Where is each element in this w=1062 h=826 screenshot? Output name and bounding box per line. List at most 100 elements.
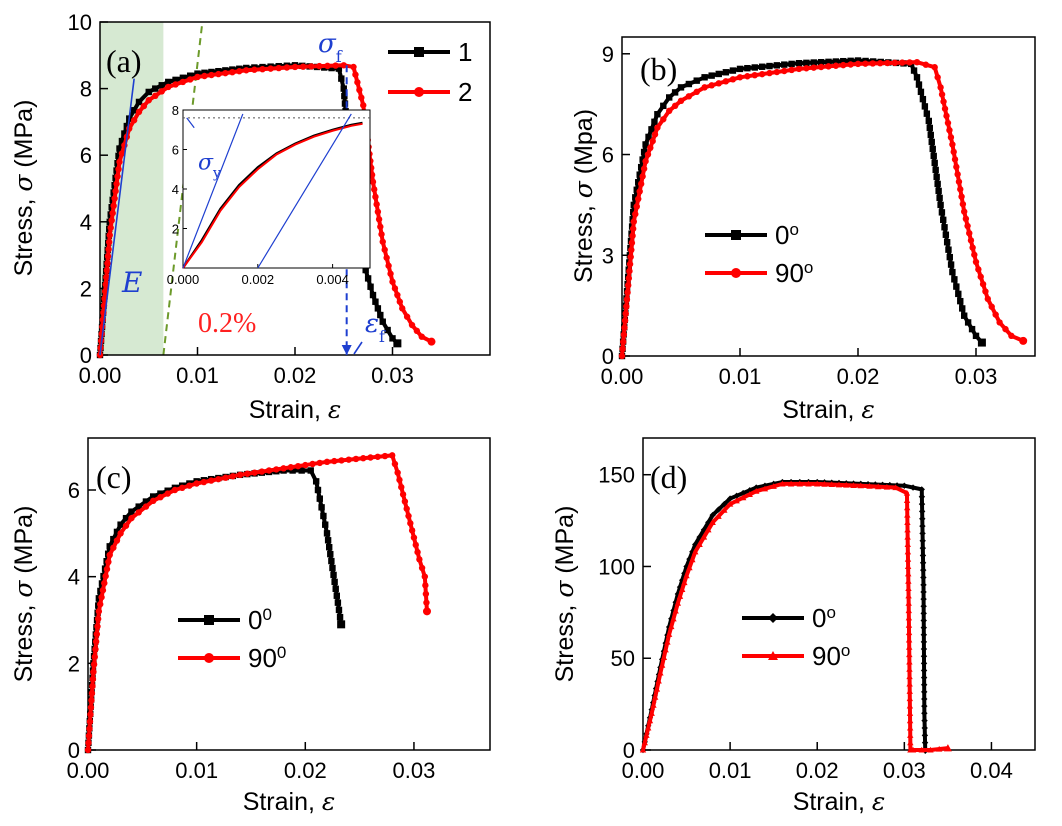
legend-superscript: o	[804, 258, 813, 277]
legend-label: 1	[458, 37, 472, 67]
series-2-point	[93, 630, 101, 638]
series-1-point	[919, 522, 926, 530]
series-2-point	[157, 494, 164, 501]
series-2-point	[840, 61, 847, 69]
series-1-point	[795, 59, 803, 67]
y-axis-symbol: σ	[9, 580, 38, 598]
series-2-point	[391, 460, 399, 468]
series-2-point	[904, 526, 911, 533]
series-2-point	[643, 732, 650, 738]
series-2-point	[788, 66, 795, 74]
series-2-point	[421, 573, 429, 580]
legend-name: 0	[775, 220, 789, 250]
series-2-point	[657, 669, 664, 676]
series-2-point	[934, 74, 941, 81]
x-tick-label: 0.02	[796, 758, 839, 783]
series-2-point	[817, 63, 825, 71]
y-axis-label: Stress, σ (MPa)	[9, 100, 38, 277]
series-1-point	[744, 64, 751, 72]
series-2-point	[633, 203, 640, 210]
series-2-point	[677, 97, 685, 105]
series-2-point	[374, 208, 382, 216]
series-2-point	[135, 509, 142, 516]
series-1-point	[393, 339, 402, 348]
series-2-point	[620, 331, 628, 338]
series-1-point	[639, 156, 646, 163]
series-1-point	[331, 578, 338, 586]
series-1-point	[701, 74, 708, 81]
series-2-point	[977, 273, 984, 280]
series-1-point	[920, 595, 927, 603]
legend-label: 90o	[775, 258, 813, 289]
series-2-point	[371, 186, 378, 193]
series-1-point	[936, 194, 943, 202]
series-2-point	[781, 67, 788, 75]
series-1-point	[692, 541, 699, 548]
legend-label: 00	[248, 605, 272, 636]
series-2-point	[624, 289, 631, 296]
x-tick-label: 0.03	[393, 758, 436, 783]
series-1-point	[117, 521, 124, 528]
series-2-point	[324, 62, 331, 70]
series-2-point	[850, 482, 857, 488]
y-axis-symbol: σ	[9, 174, 38, 192]
series-1-point	[630, 201, 637, 209]
x-tick-label: 0.01	[709, 758, 752, 783]
series-1-point	[840, 57, 847, 65]
series-2-point	[89, 682, 96, 690]
series-2-point	[955, 178, 963, 185]
y-tick-label: 2	[80, 276, 92, 301]
series-1-point	[921, 103, 929, 110]
series-2-point	[394, 469, 401, 476]
series-2-point	[178, 484, 186, 492]
inset-y-tick-label: 2	[172, 222, 179, 237]
legend-marker	[731, 230, 741, 240]
series-2-point	[982, 288, 989, 295]
series-2-point	[692, 548, 699, 555]
series-1-point	[320, 512, 327, 520]
series-2-point	[215, 475, 222, 483]
series-1-point	[364, 275, 372, 282]
series-2-point	[389, 452, 396, 459]
x-tick-label: 0.02	[837, 364, 880, 389]
series-2-point	[907, 732, 914, 738]
series-2-point	[105, 246, 112, 253]
series-2-point	[671, 102, 679, 110]
inset-x-tick-label: 0.000	[167, 272, 200, 287]
series-1-point	[654, 111, 661, 118]
series-2-point	[647, 144, 654, 152]
series-1-point	[341, 100, 349, 107]
series-1-point	[781, 61, 788, 68]
series-1-point	[918, 500, 926, 508]
series-2-point	[401, 498, 409, 505]
series-2-point	[244, 470, 251, 477]
series-2-point	[975, 266, 982, 273]
series-1-point	[389, 335, 396, 342]
series-2-point	[636, 188, 643, 195]
series-2-point	[194, 73, 201, 81]
eps-f-label: εf	[365, 309, 386, 346]
series-2-point	[111, 195, 118, 202]
series-2-point	[291, 63, 299, 71]
series-1-point	[964, 319, 972, 326]
series-2-point	[626, 260, 634, 268]
series-1-point	[955, 290, 962, 298]
elastic-region-shade	[100, 22, 164, 355]
series-2-point	[630, 218, 637, 225]
series-2-point	[236, 471, 244, 479]
series-1-point	[927, 131, 934, 139]
x-axis-label: Strain, ε	[249, 395, 342, 424]
panel-label: (a)	[106, 43, 142, 79]
series-2-point	[104, 253, 112, 260]
series-2-point	[670, 615, 677, 622]
series-2-point	[360, 102, 367, 109]
series-1-point	[372, 298, 379, 305]
series-1-point	[901, 482, 908, 489]
series-1-point	[946, 253, 953, 261]
offset-label: 0.2%	[198, 308, 256, 339]
series-1-point	[915, 81, 923, 88]
series-2-point	[733, 497, 740, 504]
series-2-point	[379, 238, 386, 245]
series-2-point	[635, 195, 642, 203]
series-2-point	[383, 254, 390, 261]
